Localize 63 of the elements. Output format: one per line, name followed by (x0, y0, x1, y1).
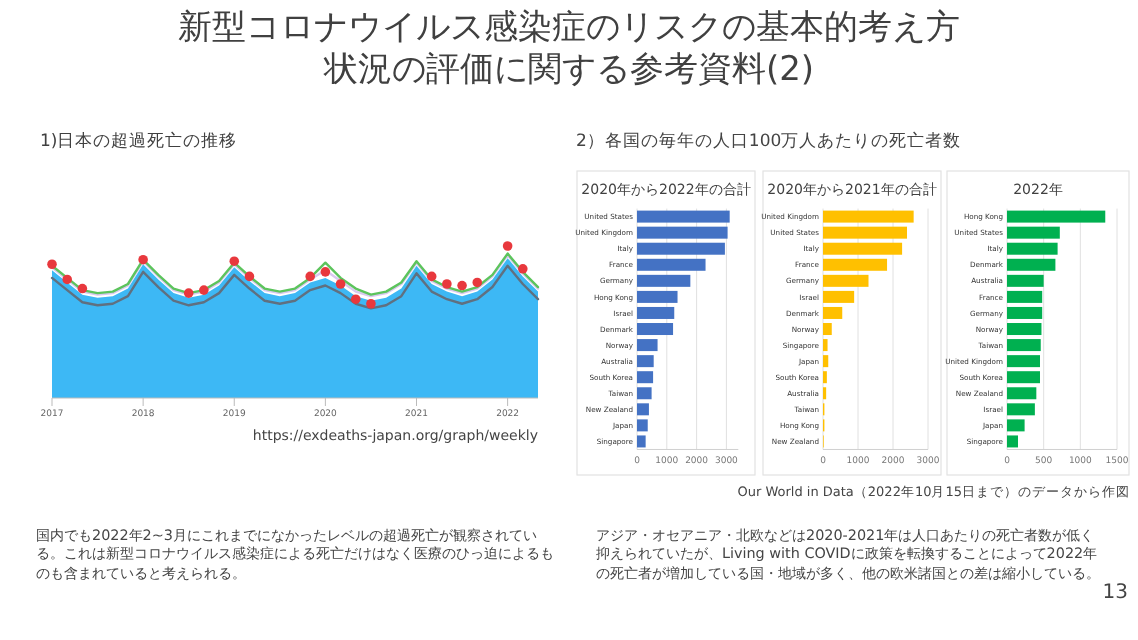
bar (637, 274, 691, 287)
bar (1007, 419, 1025, 432)
bar (1007, 323, 1042, 336)
bar (823, 258, 888, 271)
bar (1007, 258, 1056, 271)
point (62, 274, 72, 285)
text: 新型コロナウイルス感染症のリスクの基本的考え方 (176, 8, 962, 50)
bar (823, 242, 903, 255)
bar (637, 403, 649, 416)
point (426, 271, 437, 282)
bar (637, 387, 652, 400)
bar (637, 306, 675, 319)
bar (1007, 387, 1037, 400)
bar (823, 323, 832, 336)
bar (1007, 242, 1058, 255)
bar (637, 419, 648, 432)
point (335, 279, 346, 289)
text: 13 (1100, 580, 1128, 606)
text: 状況の評価に関する参考資料(2) (321, 50, 817, 92)
bar (823, 290, 855, 303)
bar (1007, 210, 1106, 223)
bar (1007, 226, 1060, 239)
point (502, 241, 513, 251)
bar (637, 323, 674, 336)
point (138, 254, 148, 265)
bar (1007, 339, 1041, 352)
bar (823, 226, 907, 239)
bar (1007, 403, 1035, 416)
bar (637, 210, 730, 223)
point (320, 267, 331, 277)
point (229, 256, 240, 266)
point (472, 277, 483, 288)
bar (823, 274, 869, 287)
bar (1007, 355, 1040, 368)
bar (637, 258, 706, 271)
bar (637, 226, 728, 239)
point (47, 259, 57, 270)
bar (823, 210, 914, 223)
point (518, 264, 528, 274)
bar (637, 371, 654, 384)
bar (1007, 274, 1044, 287)
bar (823, 355, 829, 368)
point (457, 280, 467, 291)
point (366, 298, 376, 309)
bar (637, 339, 658, 352)
point (442, 279, 452, 289)
bar (637, 355, 654, 368)
point (244, 271, 255, 282)
bar (1007, 371, 1040, 384)
bar (1007, 435, 1018, 448)
bar (1007, 290, 1043, 303)
point (350, 294, 361, 304)
chart-title: 1)日本の超過死亡の推移 (40, 130, 238, 152)
bar (1007, 306, 1043, 319)
bar (823, 306, 843, 319)
point (77, 283, 88, 294)
point (183, 288, 194, 298)
text: 2）各国の毎年の人口100万人あたりの死亡者数 (576, 132, 964, 155)
point (199, 285, 209, 295)
bar (637, 290, 678, 303)
bar (637, 435, 646, 448)
point (305, 271, 315, 282)
bar (637, 242, 725, 255)
